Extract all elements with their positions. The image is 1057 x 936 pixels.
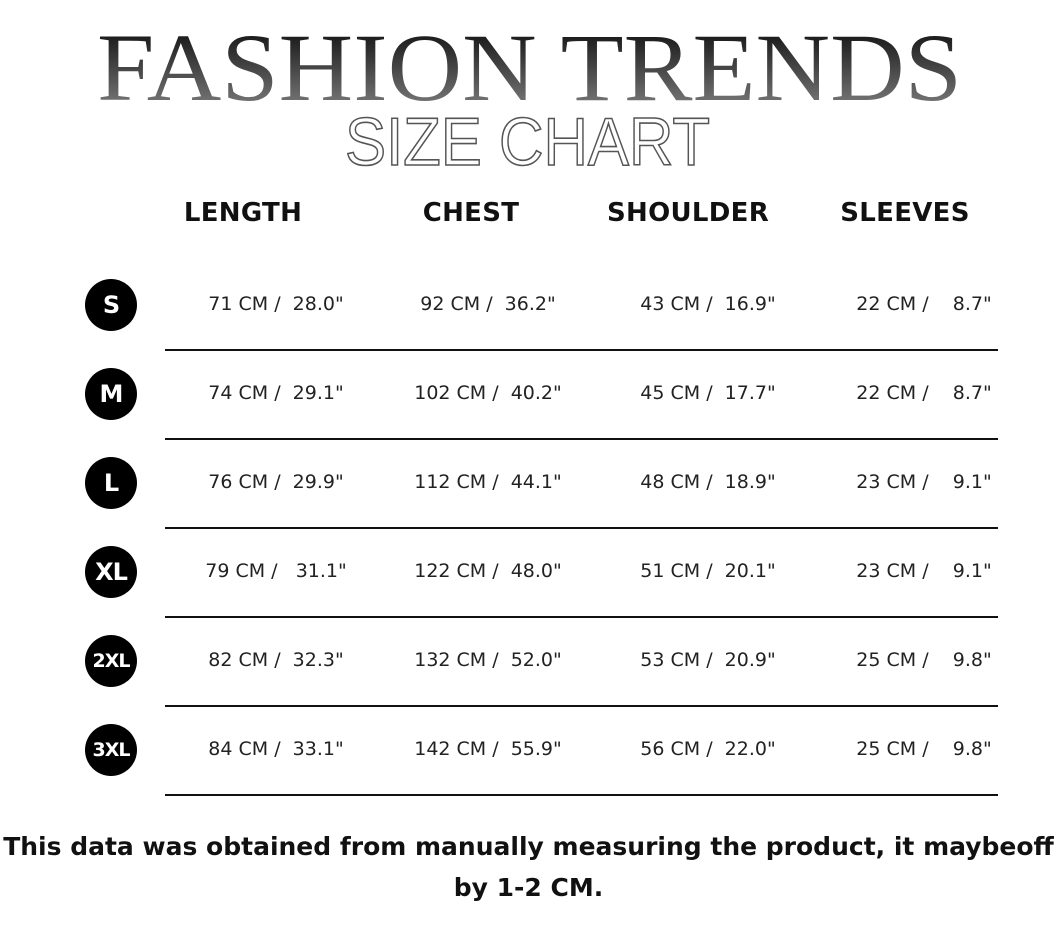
cell-length: 74 CM / 29.1" (208, 382, 344, 404)
cell-sleeves: 23 CM / 9.1" (856, 471, 992, 493)
row-divider (165, 438, 998, 440)
cell-shoulder: 53 CM / 20.9" (640, 649, 776, 671)
cell-length: 79 CM / 31.1" (205, 560, 347, 582)
footer-line-2: by 1-2 CM. (453, 873, 604, 902)
cell-sleeves: 25 CM / 9.8" (856, 738, 992, 760)
footer-line-1: This data was obtained from manually mea… (3, 832, 1054, 861)
table-row: 3XL 84 CM / 33.1" 142 CM / 55.9" 56 CM / 22… (0, 724, 1057, 839)
cell-length: 76 CM / 29.9" (208, 471, 344, 493)
size-badge: L (85, 457, 137, 509)
size-badge: M (85, 368, 137, 420)
row-divider (165, 349, 998, 351)
cell-shoulder: 51 CM / 20.1" (640, 560, 776, 582)
title-banner: FASHION TRENDS SIZE CHART (97, 14, 962, 180)
column-header-sleeves: SLEEVES (840, 198, 970, 228)
cell-sleeves: 25 CM / 9.8" (856, 649, 992, 671)
cell-chest: 92 CM / 36.2" (420, 293, 556, 315)
table-row: S 71 CM / 28.0" 92 CM / 36.2" 43 CM / 16.9"… (0, 279, 1057, 394)
cell-chest: 112 CM / 44.1" (414, 471, 562, 493)
cell-length: 84 CM / 33.1" (208, 738, 344, 760)
page-subtitle: SIZE CHART (345, 104, 710, 180)
row-divider (165, 794, 998, 796)
cell-shoulder: 56 CM / 22.0" (640, 738, 776, 760)
column-header-chest: CHEST (422, 198, 520, 228)
cell-shoulder: 48 CM / 18.9" (640, 471, 776, 493)
cell-sleeves: 22 CM / 8.7" (856, 382, 992, 404)
cell-sleeves: 23 CM / 9.1" (856, 560, 992, 582)
column-header-length: LENGTH (183, 198, 303, 228)
row-divider (165, 527, 998, 529)
page-title: FASHION TRENDS (97, 14, 962, 121)
row-divider (165, 616, 998, 618)
cell-chest: 132 CM / 52.0" (414, 649, 562, 671)
size-badge: 2XL (85, 635, 137, 687)
table-row: L 76 CM / 29.9" 112 CM / 44.1" 48 CM / 18.9… (0, 457, 1057, 572)
column-header-shoulder: SHOULDER (606, 198, 770, 228)
cell-length: 71 CM / 28.0" (208, 293, 344, 315)
cell-chest: 102 CM / 40.2" (414, 382, 562, 404)
cell-sleeves: 22 CM / 8.7" (856, 293, 992, 315)
cell-shoulder: 43 CM / 16.9" (640, 293, 776, 315)
row-divider (165, 705, 998, 707)
size-badge: 3XL (85, 724, 137, 776)
cell-chest: 142 CM / 55.9" (414, 738, 562, 760)
size-badge: S (85, 279, 137, 331)
cell-length: 82 CM / 32.3" (208, 649, 344, 671)
table-row: XL 79 CM / 31.1" 122 CM / 48.0" 51 CM / 20.… (0, 546, 1057, 661)
table-row: M 74 CM / 29.1" 102 CM / 40.2" 45 CM / 17.7… (0, 368, 1057, 483)
cell-shoulder: 45 CM / 17.7" (640, 382, 776, 404)
table-row: 2XL 82 CM / 32.3" 132 CM / 52.0" 53 CM / 20… (0, 635, 1057, 750)
footer-note: This data was obtained from manually mea… (0, 826, 1057, 908)
size-badge: XL (85, 546, 137, 598)
cell-chest: 122 CM / 48.0" (414, 560, 562, 582)
